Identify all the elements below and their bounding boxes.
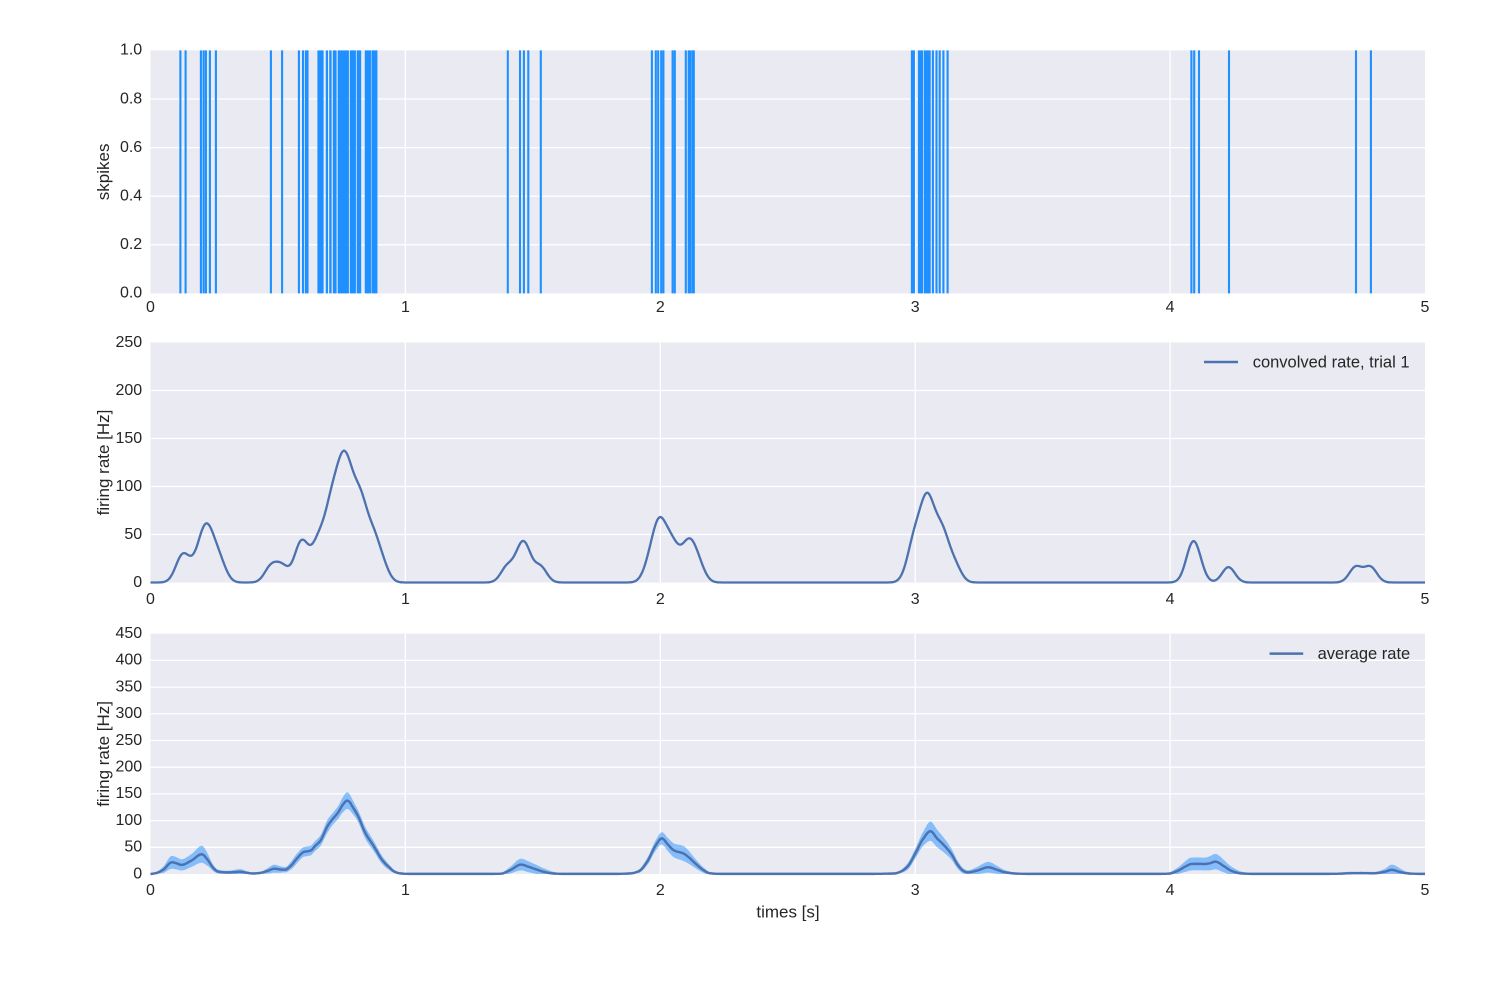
svg-text:100: 100 [115,812,142,829]
svg-text:5: 5 [1421,299,1430,316]
svg-text:0.8: 0.8 [120,90,142,107]
svg-text:350: 350 [115,678,142,695]
svg-text:50: 50 [124,526,142,543]
svg-text:0.6: 0.6 [120,139,142,156]
svg-text:50: 50 [124,839,142,856]
svg-text:250: 250 [115,334,142,351]
svg-text:0: 0 [146,299,155,316]
svg-text:firing rate [Hz]: firing rate [Hz] [94,701,113,807]
svg-text:firing rate [Hz]: firing rate [Hz] [94,410,113,516]
svg-text:4: 4 [1166,299,1175,316]
svg-text:average rate: average rate [1318,645,1411,663]
svg-text:0: 0 [133,574,142,591]
svg-text:3: 3 [911,882,920,899]
svg-text:0: 0 [146,882,155,899]
svg-text:convolved rate, trial 1: convolved rate, trial 1 [1253,354,1410,372]
svg-text:250: 250 [115,732,142,749]
svg-text:1: 1 [401,882,410,899]
svg-text:1: 1 [401,299,410,316]
svg-text:skpikes: skpikes [94,144,113,201]
svg-text:3: 3 [911,299,920,316]
svg-text:2: 2 [656,299,665,316]
svg-text:3: 3 [911,591,920,608]
svg-text:450: 450 [115,625,142,642]
svg-text:100: 100 [115,478,142,495]
svg-text:5: 5 [1421,591,1430,608]
svg-text:times [s]: times [s] [756,903,819,922]
svg-text:2: 2 [656,591,665,608]
svg-text:0: 0 [133,865,142,882]
svg-text:0.4: 0.4 [120,188,142,205]
svg-text:1.0: 1.0 [120,42,142,59]
svg-text:200: 200 [115,759,142,776]
svg-text:1: 1 [401,591,410,608]
svg-text:150: 150 [115,785,142,802]
svg-text:0: 0 [146,591,155,608]
svg-text:4: 4 [1166,591,1175,608]
svg-text:2: 2 [656,882,665,899]
svg-text:0.2: 0.2 [120,236,142,253]
svg-text:300: 300 [115,705,142,722]
svg-text:5: 5 [1421,882,1430,899]
svg-text:4: 4 [1166,882,1175,899]
svg-text:150: 150 [115,430,142,447]
svg-text:200: 200 [115,382,142,399]
svg-text:0.0: 0.0 [120,285,142,302]
svg-text:400: 400 [115,652,142,669]
